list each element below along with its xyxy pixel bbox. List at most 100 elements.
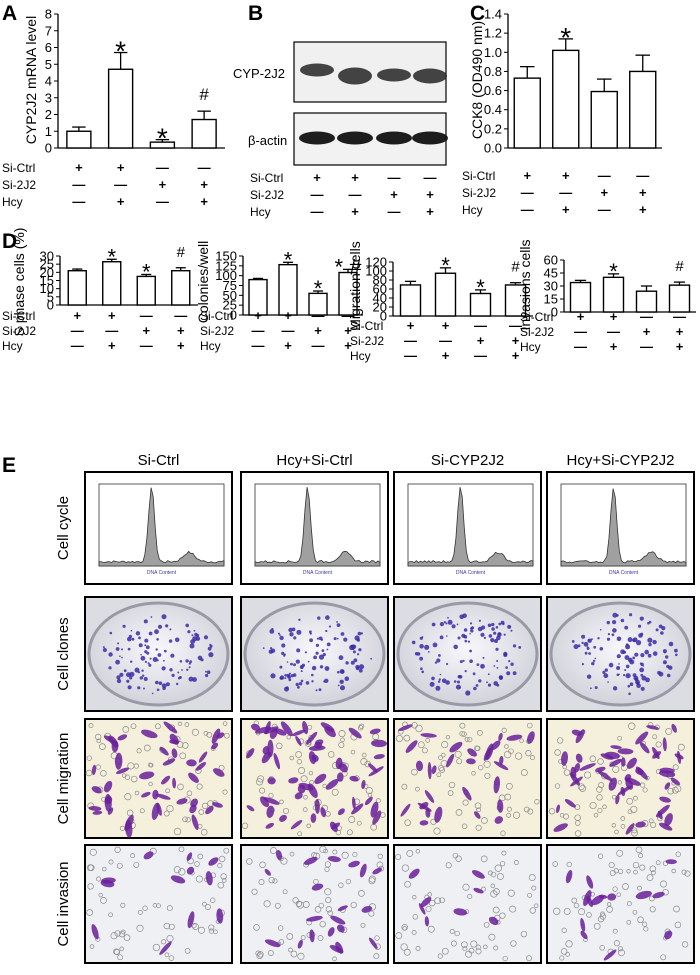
colony-dot bbox=[144, 644, 147, 647]
pore bbox=[611, 823, 616, 828]
pore bbox=[360, 758, 368, 766]
pore bbox=[255, 778, 264, 786]
colony-dot bbox=[491, 622, 495, 627]
pore bbox=[256, 952, 263, 960]
colony-dot bbox=[639, 616, 644, 621]
colony-dot bbox=[462, 659, 465, 662]
stained-cell bbox=[143, 851, 154, 860]
colony-dot bbox=[269, 629, 275, 634]
pore bbox=[404, 880, 411, 888]
bar-1 bbox=[399, 284, 422, 317]
colony-dot bbox=[121, 656, 123, 659]
pore bbox=[553, 907, 561, 915]
condition-sign: + bbox=[117, 194, 125, 209]
condition-sign: — bbox=[640, 339, 653, 354]
colony-dot bbox=[624, 655, 630, 660]
condition-sign: + bbox=[477, 333, 485, 348]
colony-dot bbox=[648, 642, 652, 647]
colony-dot bbox=[318, 636, 323, 641]
colony-dot bbox=[500, 620, 505, 625]
condition-sign: — bbox=[312, 308, 325, 323]
colony-dot bbox=[469, 659, 473, 663]
stained-cell bbox=[191, 814, 199, 831]
colony-dot bbox=[494, 639, 498, 643]
y-tick-label: 120 bbox=[365, 255, 387, 270]
colony-dot bbox=[176, 682, 179, 686]
pore bbox=[415, 946, 421, 951]
colony-dot bbox=[464, 639, 468, 643]
stained-cell bbox=[446, 753, 455, 768]
pore bbox=[507, 889, 515, 897]
pore bbox=[655, 860, 661, 866]
pore bbox=[501, 850, 507, 856]
colony-dot bbox=[586, 674, 592, 679]
colony-dot bbox=[416, 652, 421, 656]
colony-dot bbox=[668, 641, 674, 647]
pore bbox=[626, 901, 632, 907]
pore bbox=[302, 901, 310, 908]
condition-sign: + bbox=[639, 202, 647, 217]
pore bbox=[202, 901, 207, 907]
pore bbox=[448, 781, 456, 789]
pore bbox=[365, 786, 373, 795]
pore bbox=[655, 741, 662, 748]
colony-dot bbox=[467, 640, 470, 643]
pore bbox=[368, 910, 375, 917]
colony-dot bbox=[328, 625, 332, 628]
pore bbox=[462, 946, 468, 952]
pore bbox=[452, 852, 459, 859]
pore bbox=[512, 811, 521, 819]
colony-dot bbox=[354, 635, 360, 641]
colony-dot bbox=[144, 638, 149, 643]
pore bbox=[352, 851, 358, 858]
colony-dot bbox=[634, 652, 639, 657]
pore bbox=[222, 721, 228, 726]
colony-dot bbox=[608, 662, 614, 668]
colony-dot bbox=[135, 631, 141, 636]
pore bbox=[499, 912, 506, 919]
stained-cell bbox=[331, 822, 341, 830]
colony-dot bbox=[370, 657, 372, 660]
stained-cell bbox=[171, 748, 178, 759]
stained-cell bbox=[163, 721, 178, 734]
pore bbox=[606, 906, 613, 913]
stained-cell bbox=[607, 893, 617, 901]
pore bbox=[152, 903, 158, 908]
bar-1 bbox=[67, 270, 87, 306]
colony-dot bbox=[138, 636, 141, 640]
colony-dot bbox=[488, 634, 493, 638]
colony-dot bbox=[463, 628, 468, 632]
condition-sign: + bbox=[442, 318, 450, 333]
colony-dot bbox=[188, 676, 194, 682]
pore bbox=[85, 769, 93, 777]
significance-mark: * bbox=[284, 247, 293, 272]
pore bbox=[89, 944, 95, 949]
pore bbox=[577, 783, 585, 791]
colony-dot bbox=[336, 621, 338, 623]
condition-sign: — bbox=[174, 308, 187, 323]
colony-dot bbox=[464, 670, 467, 673]
stained-cell bbox=[370, 801, 379, 818]
colony-dot bbox=[341, 670, 345, 674]
colony-dot bbox=[642, 664, 645, 667]
pore bbox=[276, 742, 283, 750]
pore bbox=[348, 816, 356, 823]
pore bbox=[464, 736, 470, 742]
y-tick-label: 25 bbox=[223, 298, 237, 313]
blot-condition-table: Si-Ctrl + + — — Si-2J2 — — + + Hcy — + — + bbox=[250, 170, 437, 219]
pore bbox=[296, 901, 304, 909]
pore bbox=[184, 722, 190, 727]
stained-cell bbox=[274, 728, 287, 736]
pore bbox=[643, 926, 649, 932]
pore bbox=[531, 885, 537, 891]
colony-dot bbox=[355, 666, 360, 671]
pore bbox=[649, 895, 655, 902]
stained-cell bbox=[169, 739, 180, 745]
condition-sign: — bbox=[72, 194, 85, 209]
bar-4 bbox=[191, 118, 217, 149]
condition-sign: + bbox=[200, 177, 208, 192]
pore bbox=[178, 868, 186, 876]
colony-dot bbox=[624, 669, 627, 671]
stained-cell bbox=[151, 802, 160, 820]
